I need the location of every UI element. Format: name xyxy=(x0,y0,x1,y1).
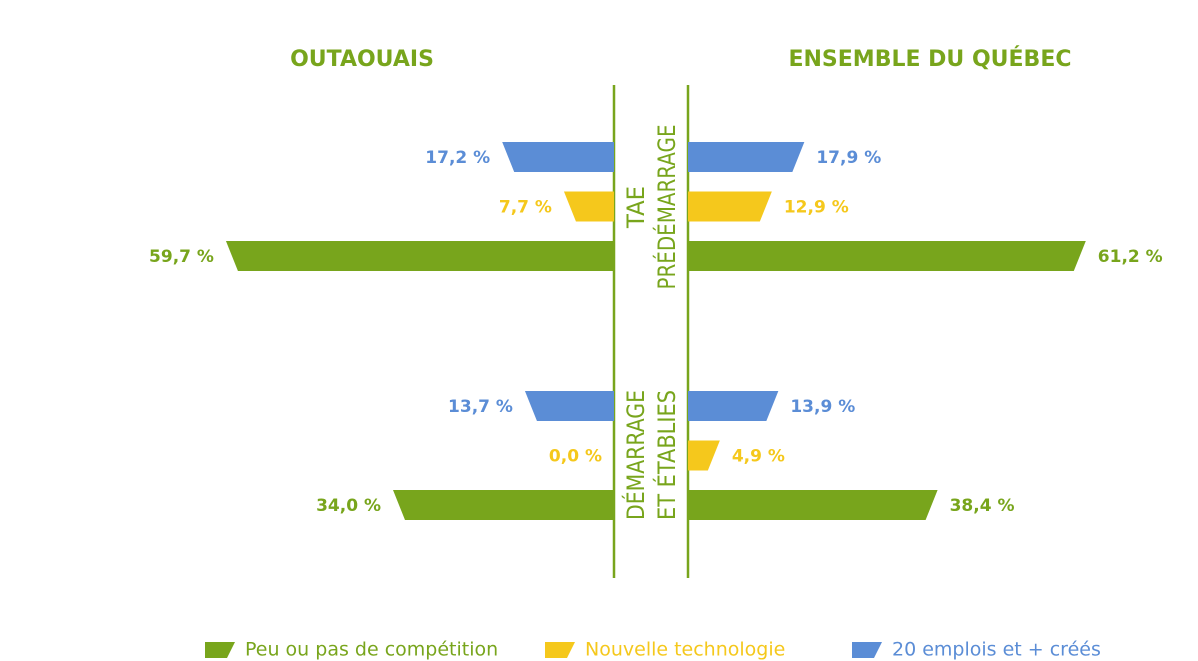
value-label: 38,4 % xyxy=(950,496,1015,516)
legend-swatch xyxy=(205,642,235,658)
bar xyxy=(688,241,1086,271)
bar xyxy=(688,490,938,520)
bar xyxy=(563,191,614,222)
group-label: DÉMARRAGE xyxy=(621,390,650,520)
legend-label: 20 emplois et + créés xyxy=(892,639,1101,661)
value-label: 61,2 % xyxy=(1098,247,1163,267)
group-label: TAE xyxy=(622,186,650,229)
bar xyxy=(502,142,614,172)
value-label: 0,0 % xyxy=(549,447,602,467)
value-label: 7,7 % xyxy=(499,198,552,218)
bar xyxy=(688,191,772,222)
value-label: 34,0 % xyxy=(316,496,381,516)
group-label: ET ÉTABLIES xyxy=(652,390,681,520)
value-label: 17,9 % xyxy=(816,148,881,168)
value-label: 4,9 % xyxy=(732,447,785,467)
legend-label: Peu ou pas de compétition xyxy=(245,639,498,661)
bar xyxy=(688,142,805,172)
value-label: 17,2 % xyxy=(425,148,490,168)
value-label: 12,9 % xyxy=(784,198,849,218)
legend-label: Nouvelle technologie xyxy=(585,639,785,661)
bar xyxy=(688,391,779,421)
bar xyxy=(225,241,614,271)
value-label: 13,7 % xyxy=(448,397,513,417)
bar xyxy=(524,391,614,421)
side-title: ENSEMBLE DU QUÉBEC xyxy=(788,46,1071,72)
legend-swatch xyxy=(852,642,882,658)
group-label: PRÉDÉMARRAGE xyxy=(652,125,681,290)
bar xyxy=(393,490,614,520)
side-title: OUTAOUAIS xyxy=(290,47,434,72)
value-label: 13,9 % xyxy=(790,397,855,417)
value-label: 59,7 % xyxy=(149,247,214,267)
bar xyxy=(688,440,720,471)
legend-swatch xyxy=(545,642,575,658)
